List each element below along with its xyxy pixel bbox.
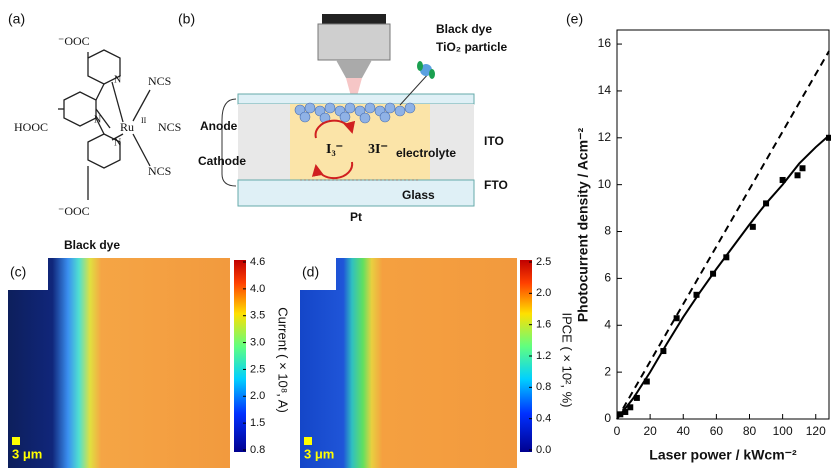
y-tick-label: 6: [604, 271, 611, 285]
colorbar-tick-label: 1.5: [250, 417, 265, 429]
data-point: [795, 172, 801, 178]
y-tick-label: 10: [598, 177, 612, 191]
y-tick-label: 16: [598, 36, 612, 50]
group: ⁻OOC: [58, 34, 90, 48]
colorbar-tick-label: 2.5: [250, 363, 265, 375]
dye-icon: [417, 61, 423, 71]
colorbar-tick-label: 0.0: [536, 444, 551, 456]
data-point: [800, 165, 806, 171]
annotation: Cathode: [198, 154, 246, 168]
annotation: I₃⁻: [326, 142, 343, 157]
group: HOOC: [14, 120, 48, 134]
panel-label: (c): [10, 264, 26, 280]
scale-bar: [12, 437, 20, 445]
colorbar-ticks: 2.5 2.0 1.6 1.2 0.8 0.4 0.0: [529, 256, 551, 456]
annotation: Pt: [350, 210, 362, 224]
panel-label: (b): [178, 11, 195, 27]
y-tick-label: 2: [604, 364, 611, 378]
scale-bar-label: 3 μm: [12, 446, 42, 461]
ligand: NCS: [148, 164, 171, 178]
data-point: [750, 224, 756, 230]
panel-label: (d): [302, 264, 319, 280]
colorbar-tick-label: 0.8: [250, 444, 265, 456]
y-tick-label: 12: [598, 130, 612, 144]
y-tick-label: 0: [604, 411, 611, 425]
plot-frame: [617, 30, 829, 419]
wire: [222, 99, 236, 186]
colorbar-label: Current ( × 10⁸, A): [276, 307, 291, 413]
atom: N: [114, 137, 121, 148]
panel-b: (b) Black dye TiO₂ particle Anode Cathod…: [178, 11, 508, 224]
panel-e: (e) Laser power / kWcm⁻² Photocurrent de…: [566, 11, 831, 463]
colorbar-tick-label: 3.0: [250, 336, 265, 348]
x-tick-label: 40: [677, 424, 691, 438]
scale-bar: [304, 437, 312, 445]
objective: [336, 60, 372, 78]
colorbar-tick-label: 1.6: [536, 319, 551, 331]
x-tick-label: 120: [806, 424, 826, 438]
metal: Ru: [120, 120, 134, 134]
x-tick-label: 80: [743, 424, 757, 438]
x-tick-label: 20: [643, 424, 657, 438]
figure: (a) ⁻OOC HOOC Ru II NCS NCS NCS N N N ⁻O…: [0, 0, 831, 470]
annotation: 3I⁻: [368, 142, 388, 157]
panel-d: (d) 3 μm 2.5 2.0 1.6 1.2 0.8 0.4 0.0 IPCE ( × …: [300, 256, 575, 468]
caption: Black dye: [64, 238, 120, 252]
fto-glass: [238, 180, 474, 206]
colorbar-label: IPCE ( × 10², %): [560, 313, 575, 408]
panel-c: (c) 3 μm 4.6 4.0 3.5 3.0 2.5 2.0 1.5 0.8 Curren…: [8, 256, 291, 468]
colorbar-tick-label: 2.5: [536, 256, 551, 268]
x-tick-label: 0: [614, 424, 621, 438]
ligand: NCS: [148, 74, 171, 88]
y-axis-label: Photocurrent density / Acm⁻²: [575, 127, 591, 322]
y-tick-label: 8: [604, 224, 611, 238]
annotation: TiO₂ particle: [436, 40, 507, 54]
colorbar-tick-label: 1.2: [536, 350, 551, 362]
scale-bar-label: 3 μm: [304, 446, 334, 461]
colorbar-ticks: 4.6 4.0 3.5 3.0 2.5 2.0 1.5 0.8: [243, 256, 265, 456]
atom: N: [114, 74, 121, 85]
ligand: NCS: [158, 120, 181, 134]
structure: [58, 50, 150, 200]
y-tick-label: 14: [598, 83, 612, 97]
ito-glass: [238, 94, 474, 104]
annotation: electrolyte: [396, 146, 456, 160]
oxidation-state: II: [141, 116, 147, 125]
dashed-line: [617, 51, 829, 419]
annotation: Glass: [402, 188, 435, 202]
annotation: Anode: [200, 119, 238, 133]
dye-icon: [429, 69, 435, 79]
atom: N: [94, 114, 101, 125]
colorbar-tick-label: 0.8: [536, 381, 551, 393]
colorbar-tick-label: 2.0: [250, 390, 265, 402]
panel-label: (e): [566, 11, 583, 27]
colorbar-tick-label: 4.6: [250, 256, 265, 268]
y-tick-label: 4: [604, 317, 611, 331]
colorbar-tick-label: 0.4: [536, 413, 551, 425]
objective: [322, 14, 386, 24]
x-tick-label: 100: [773, 424, 793, 438]
colorbar-tick-label: 4.0: [250, 283, 265, 295]
objective: [318, 24, 390, 60]
annotation: FTO: [484, 178, 508, 192]
x-tick-label: 60: [710, 424, 724, 438]
annotation: ITO: [484, 134, 504, 148]
group: ⁻OOC: [58, 204, 90, 218]
panel-label: (a): [8, 11, 25, 27]
colorbar-tick-label: 2.0: [536, 287, 551, 299]
x-axis-label: Laser power / kWcm⁻²: [649, 447, 797, 463]
panel-a: (a) ⁻OOC HOOC Ru II NCS NCS NCS N N N ⁻O…: [8, 11, 181, 252]
colorbar-tick-label: 3.5: [250, 310, 265, 322]
annotation: Black dye: [436, 22, 492, 36]
